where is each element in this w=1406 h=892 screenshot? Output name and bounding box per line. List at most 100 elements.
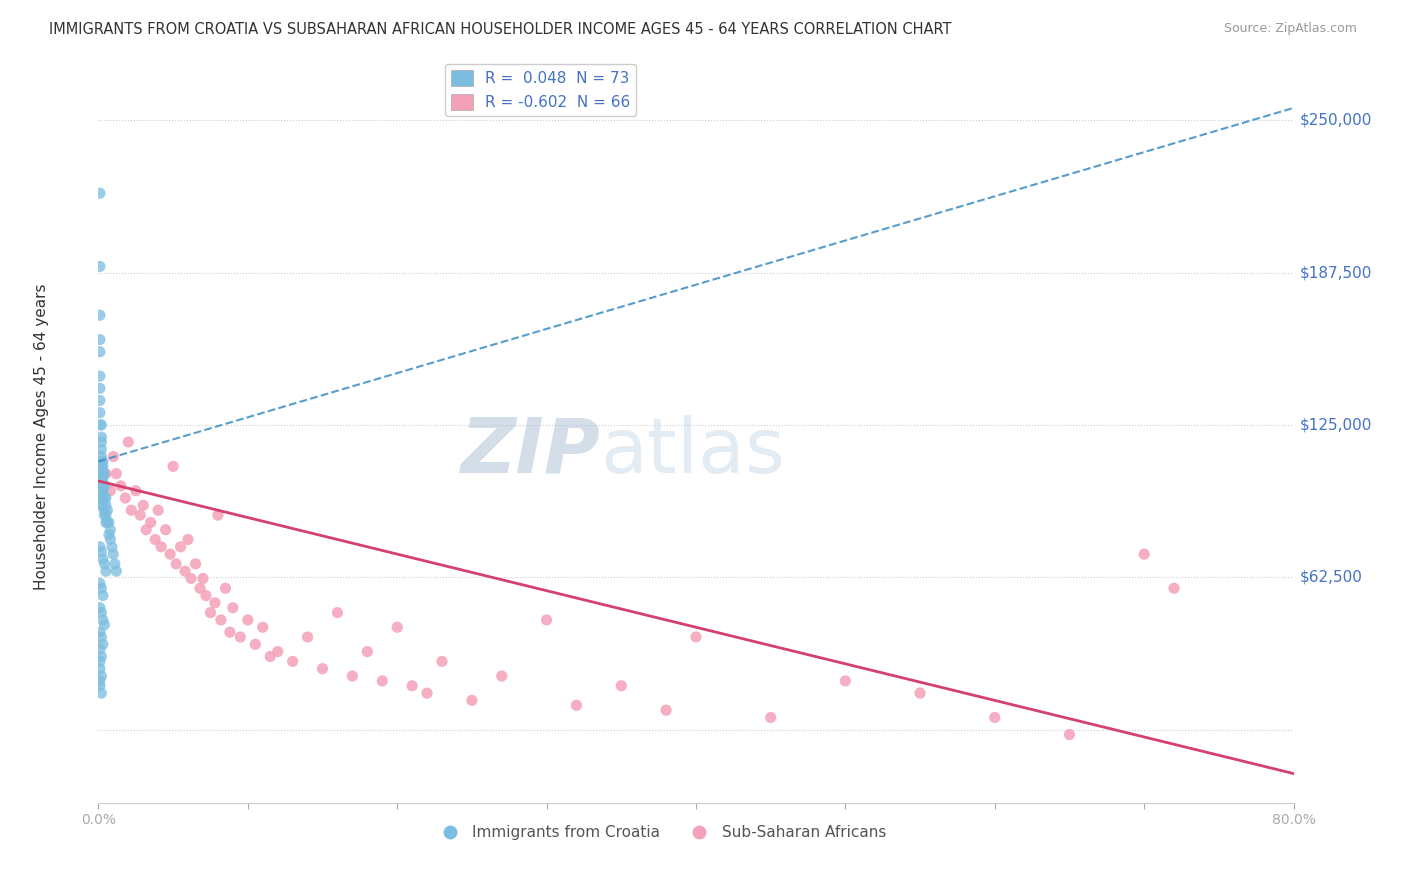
Point [91,459,114,474]
Point [565,698,588,713]
Point [90,454,112,468]
Point [93,503,115,517]
Point [103,547,125,561]
Point [90,430,112,444]
Point [98,523,122,537]
Point [97,516,120,530]
Point [90,581,112,595]
Point [162,459,184,474]
Point [98,533,122,547]
Point [371,673,394,688]
Point [135,523,157,537]
Point [94,564,117,578]
Point [98,483,122,498]
Point [89,679,111,693]
Point [90,434,112,449]
Point [117,434,139,449]
Point [165,557,187,571]
Point [150,540,173,554]
Point [91,483,114,498]
Text: $187,500: $187,500 [1299,265,1372,280]
Point [91,474,114,488]
Point [89,600,111,615]
Point [536,613,558,627]
Text: ZIP: ZIP [461,415,600,489]
Point [311,662,333,676]
Point [89,417,111,432]
Point [91,454,114,468]
Point [297,630,319,644]
Point [430,654,453,668]
Point [89,673,111,688]
Point [184,557,207,571]
Point [93,508,115,522]
Point [401,679,423,693]
Point [105,564,128,578]
Point [90,442,112,457]
Point [91,589,114,603]
Point [90,606,112,620]
Point [188,581,211,595]
Point [96,503,118,517]
Point [236,613,259,627]
Point [834,673,856,688]
Point [385,620,409,634]
Point [759,710,782,724]
Point [90,630,112,644]
Point [195,589,218,603]
Point [89,406,111,420]
Point [89,654,111,668]
Point [685,630,707,644]
Point [120,503,142,517]
Point [461,693,484,707]
Point [97,527,120,541]
Point [91,552,114,566]
Point [90,686,112,700]
Point [219,625,242,640]
Point [89,540,111,554]
Point [174,564,197,578]
Point [103,450,125,464]
Point [1059,727,1081,741]
Point [655,703,678,717]
Point [94,516,117,530]
Point [139,516,162,530]
Point [222,600,245,615]
Point [491,669,513,683]
Point [114,491,136,505]
Point [93,557,115,571]
Point [91,479,114,493]
Text: $125,000: $125,000 [1299,417,1372,433]
Point [132,499,155,513]
Point [148,503,170,517]
Point [94,508,117,522]
Point [91,499,114,513]
Point [90,483,112,498]
Point [281,654,304,668]
Point [110,479,132,493]
Point [89,186,111,201]
Point [252,620,274,634]
Point [91,491,114,505]
Point [90,417,112,432]
Point [214,581,236,595]
Point [191,572,214,586]
Point [89,662,111,676]
Point [91,613,114,627]
Point [259,649,281,664]
Point [93,479,115,493]
Point [204,596,226,610]
Text: IMMIGRANTS FROM CROATIA VS SUBSAHARAN AFRICAN HOUSEHOLDER INCOME AGES 45 - 64 YE: IMMIGRANTS FROM CROATIA VS SUBSAHARAN AF… [49,22,952,37]
Point [89,369,111,384]
Point [89,393,111,408]
Point [90,544,112,558]
Point [159,547,181,561]
Point [200,606,222,620]
Point [125,483,148,498]
Point [90,499,112,513]
Point [90,479,112,493]
Point [267,645,290,659]
Text: Source: ZipAtlas.com: Source: ZipAtlas.com [1223,22,1357,36]
Legend: Immigrants from Croatia, Sub-Saharan Africans: Immigrants from Croatia, Sub-Saharan Afr… [429,819,891,847]
Text: atlas: atlas [600,415,785,489]
